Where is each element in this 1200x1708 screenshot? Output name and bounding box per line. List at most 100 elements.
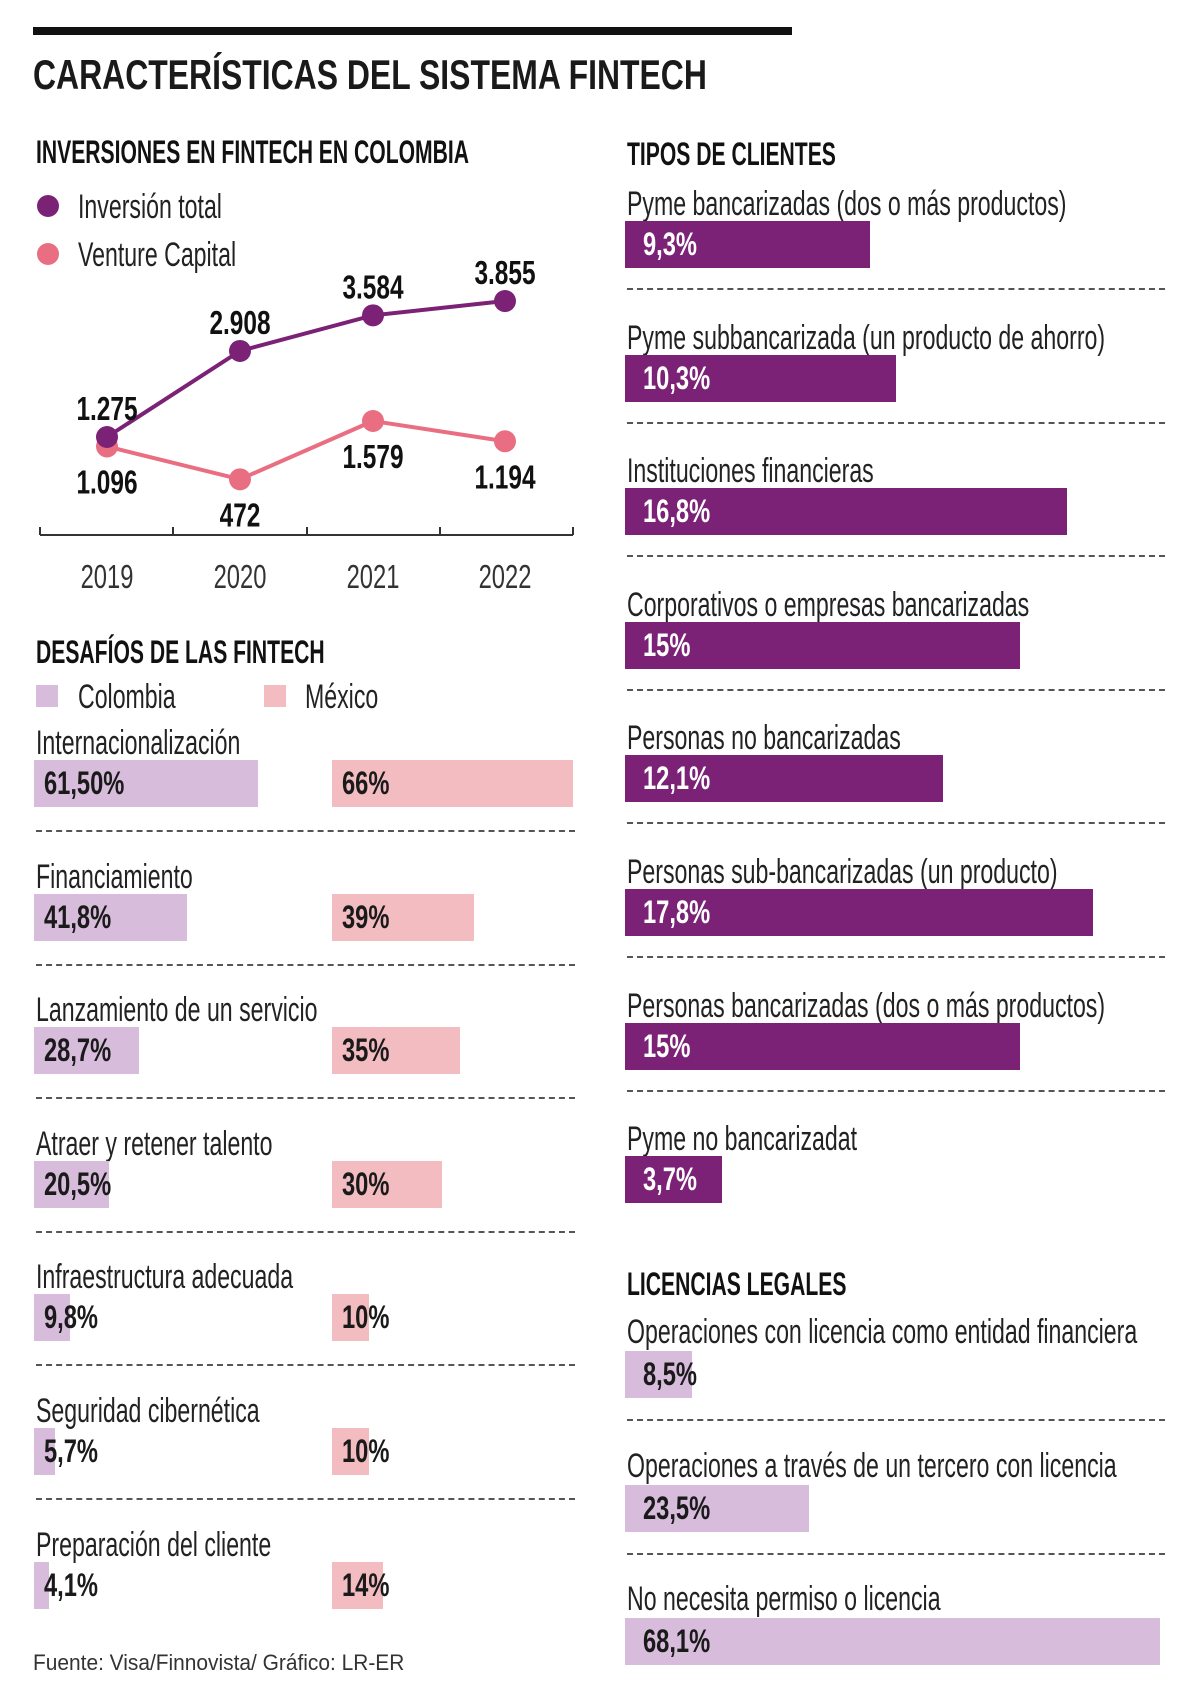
colombia-value: 4,1% [34, 1562, 117, 1609]
data-point [494, 430, 516, 453]
divider [627, 822, 1165, 825]
license-bar [625, 1351, 692, 1398]
data-point [96, 426, 118, 449]
client-label: Personas bancarizadas (dos o más product… [627, 989, 1200, 1023]
mexico-bar [332, 760, 573, 807]
license-label-text: Operaciones con licencia como entidad fi… [627, 1313, 1138, 1351]
divider [627, 1419, 1165, 1421]
license-label: No necesita permiso o licencia [627, 1582, 1088, 1616]
divider [36, 1364, 575, 1367]
legend-total-investment: Inversión total [78, 188, 222, 226]
colombia-bar [34, 1428, 55, 1475]
divider [627, 956, 1165, 958]
x-tick-label: 2022 [479, 559, 532, 596]
challenge-label-text: Atraer y retener talento [36, 1124, 273, 1163]
challenge-label-text: Infraestructura adecuada [36, 1258, 294, 1297]
client-label-text: Personas sub-bancarizadas (un producto) [627, 853, 1058, 891]
license-label-text: No necesita permiso o licencia [627, 1580, 941, 1619]
challenge-label-text: Lanzamiento de un servicio [36, 991, 318, 1030]
colombia-bar [34, 1027, 139, 1075]
client-bar [625, 755, 944, 803]
mexico-bar [332, 1428, 369, 1475]
colombia-value-text: 20,5% [44, 1165, 112, 1202]
divider [627, 288, 1165, 290]
challenge-label: Financiamiento [36, 860, 267, 894]
divider [36, 1230, 575, 1233]
license-value-text: 68,1% [643, 1623, 711, 1660]
license-value-text: 23,5% [643, 1489, 711, 1526]
client-value-text: 9,3% [643, 226, 697, 262]
mexico-value: 35% [332, 1027, 406, 1074]
mexico-value-text: 30% [342, 1165, 390, 1202]
divider [627, 688, 1165, 691]
colombia-value: 20,5% [34, 1161, 135, 1208]
data-point [229, 468, 251, 491]
colombia-value: 28,7% [34, 1027, 135, 1074]
client-bar [625, 354, 896, 402]
client-value: 9,3% [633, 221, 716, 268]
client-value-text: 10,3% [643, 359, 711, 396]
colombia-value-text: 41,8% [44, 898, 112, 935]
mexico-value: 66% [332, 760, 406, 807]
client-label: Instituciones financieras [627, 454, 990, 488]
license-bar [625, 1484, 810, 1532]
license-label: Operaciones a través de un tercero con l… [627, 1449, 1200, 1483]
mexico-value: 39% [332, 894, 406, 941]
colombia-bar [34, 760, 259, 807]
client-value-text: 12,1% [643, 760, 711, 797]
mexico-value-text: 66% [342, 765, 390, 801]
divider [36, 1498, 575, 1500]
client-label-text: Personas no bancarizadas [627, 719, 901, 758]
investments-line-chart: 2019 2020 2021 2022 1.275 2.908 3.584 3.855 1.09… [37, 195, 574, 596]
legend-dot-total-icon [37, 195, 59, 217]
clients-title: TIPOS DE CLIENTES [627, 136, 836, 172]
colombia-value: 41,8% [34, 894, 135, 941]
divider [36, 963, 575, 966]
x-tick-label: 2021 [347, 559, 400, 596]
challenge-label: Preparación del cliente [36, 1528, 382, 1562]
client-value: 15% [633, 1023, 707, 1070]
colombia-value-text: 9,8% [44, 1299, 98, 1336]
client-value: 12,1% [633, 755, 734, 802]
license-bar [625, 1618, 1160, 1666]
mexico-value-text: 39% [342, 898, 390, 935]
challenge-label: Internacionalización [36, 726, 337, 760]
colombia-value: 9,8% [34, 1294, 117, 1341]
client-label-text: Pyme subbancarizada (un producto de ahor… [627, 318, 1106, 357]
license-label: Operaciones con licencia como entidad fi… [627, 1315, 1200, 1349]
page-title: CARACTERÍSTICAS DEL SISTEMA FINTECH [33, 51, 707, 98]
colombia-value: 5,7% [34, 1428, 117, 1475]
client-label: Personas sub-bancarizadas (un producto) [627, 855, 1200, 889]
divider [36, 830, 575, 832]
challenge-label: Seguridad cibernética [36, 1394, 365, 1428]
client-value-text: 3,7% [643, 1161, 697, 1198]
license-value: 68,1% [633, 1618, 734, 1665]
client-value-text: 17,8% [643, 894, 711, 930]
legend-dot-vc-icon [37, 243, 59, 265]
license-value: 23,5% [633, 1485, 734, 1532]
client-bar [625, 1022, 1020, 1070]
client-value: 17,8% [633, 889, 734, 936]
challenge-label-text: Internacionalización [36, 724, 241, 762]
client-label-text: Pyme no bancarizadat [627, 1120, 858, 1159]
mexico-bar [332, 893, 475, 941]
legend-mexico-swatch [264, 685, 286, 707]
divider [627, 1089, 1165, 1092]
data-point [362, 304, 384, 327]
client-value: 16,8% [633, 488, 734, 535]
client-label-text: Pyme bancarizadas (dos o más productos) [627, 185, 1067, 223]
colombia-bar [34, 1294, 70, 1342]
investments-title: INVERSIONES EN FINTECH EN COLOMBIA [36, 134, 469, 170]
series-line-total [105, 299, 506, 439]
client-label: Pyme bancarizadas (dos o más productos) [627, 187, 1200, 221]
challenge-label: Lanzamiento de un servicio [36, 993, 450, 1027]
challenge-label-text: Seguridad cibernética [36, 1392, 260, 1430]
divider [627, 555, 1165, 558]
client-label: Pyme subbancarizada (un producto de ahor… [627, 321, 1200, 355]
mexico-bar [332, 1160, 442, 1208]
divider [627, 1552, 1165, 1555]
challenges-title: DESAFÍOS DE LAS FINTECH [36, 634, 325, 670]
mexico-value-text: 10% [342, 1433, 390, 1469]
series-line-venture-capital [106, 418, 506, 482]
data-point [494, 290, 516, 313]
